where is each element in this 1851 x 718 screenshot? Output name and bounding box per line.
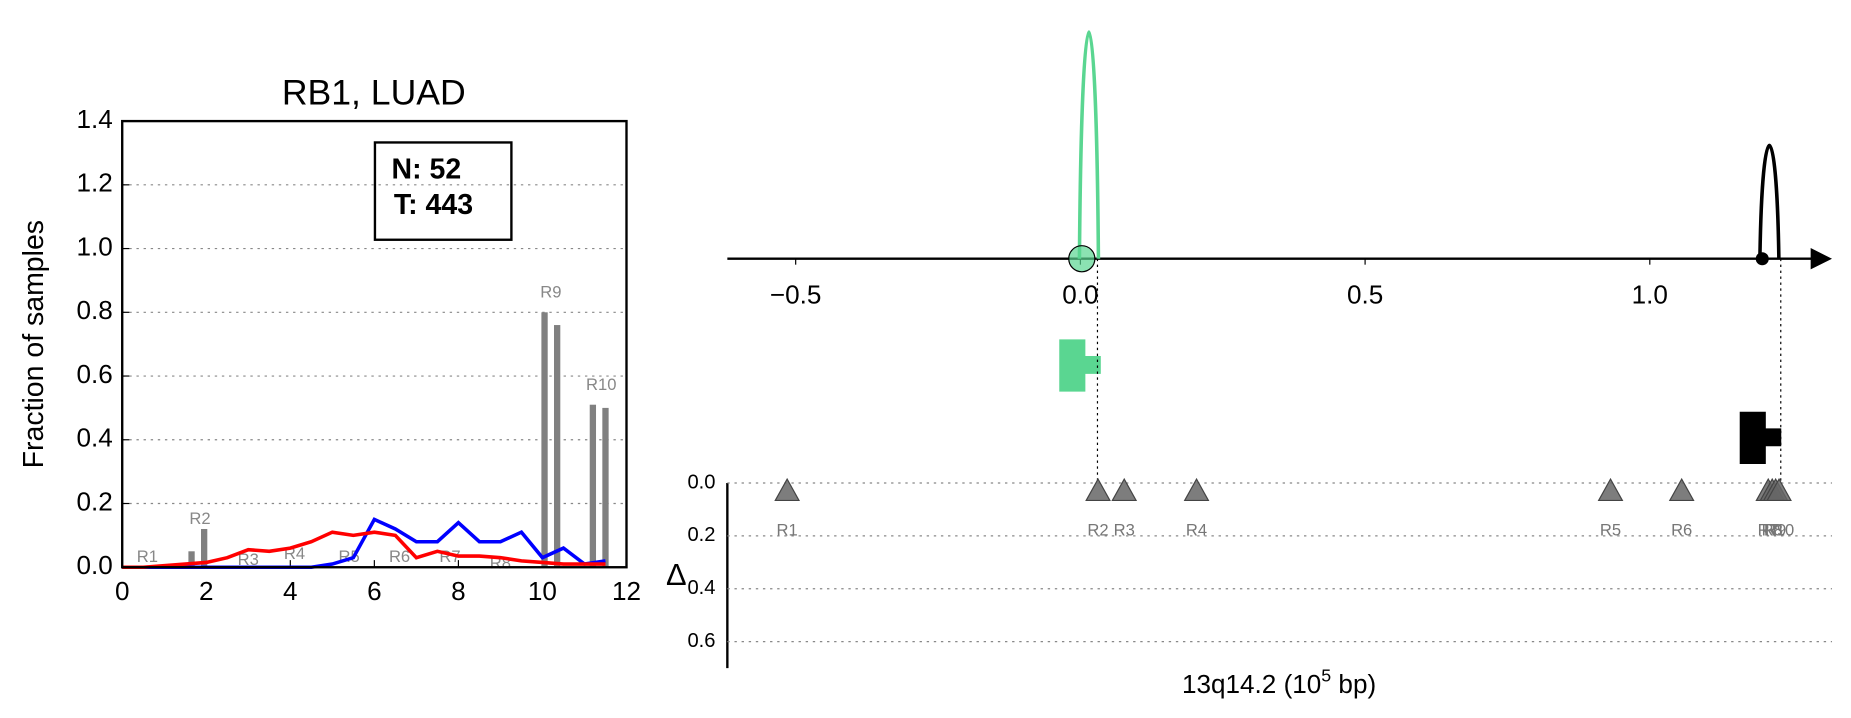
x-axis-label-part: bp) bbox=[1331, 669, 1376, 699]
x-tick-label: 1.0 bbox=[1632, 280, 1668, 310]
x-tick-label: 2 bbox=[199, 576, 214, 606]
point-label: R10 bbox=[1764, 521, 1794, 540]
bar bbox=[554, 325, 561, 568]
peak-marker bbox=[1059, 339, 1101, 392]
x-tick-label: 12 bbox=[612, 576, 641, 606]
bar bbox=[602, 407, 609, 568]
peak bbox=[1077, 30, 1101, 259]
region-label: R9 bbox=[540, 283, 561, 302]
chart-title: RB1, LUAD bbox=[282, 72, 466, 112]
y-tick-label: 0.2 bbox=[687, 524, 715, 546]
point bbox=[1597, 477, 1624, 502]
x-axis-label-part: 13q14.2 (10 bbox=[1182, 669, 1321, 699]
x-tick-label: −0.5 bbox=[770, 280, 822, 310]
plot-frame bbox=[121, 119, 628, 569]
region-label: R1 bbox=[137, 547, 158, 566]
x-axis-label-sup: 5 bbox=[1321, 665, 1331, 685]
point-label: R2 bbox=[1087, 521, 1108, 540]
y-tick-label: 0.0 bbox=[76, 550, 112, 580]
y-tick-label: 1.0 bbox=[76, 231, 112, 261]
x-tick-label: 8 bbox=[451, 576, 466, 606]
bar bbox=[201, 528, 208, 568]
x-tick-label: 10 bbox=[528, 576, 557, 606]
point bbox=[1085, 477, 1111, 502]
point-label: R7 bbox=[1758, 521, 1779, 540]
y-tick-label: 0.2 bbox=[76, 486, 112, 516]
point bbox=[774, 477, 801, 502]
bar bbox=[589, 404, 597, 568]
annotation-box bbox=[373, 141, 513, 241]
point bbox=[1183, 477, 1210, 502]
region-label: R6 bbox=[389, 547, 410, 566]
point-label: R4 bbox=[1186, 521, 1207, 540]
point bbox=[1111, 477, 1138, 502]
point-label: R3 bbox=[1114, 521, 1135, 540]
y-tick-label: 0.4 bbox=[687, 577, 715, 599]
axis-arrow bbox=[1810, 248, 1833, 270]
y-tick-label: 0.4 bbox=[76, 423, 112, 453]
line bbox=[122, 530, 606, 570]
point-label: R8 bbox=[1762, 521, 1783, 540]
x-axis-label: 13q14.2 (105 bp) bbox=[1182, 665, 1376, 699]
region-label: R3 bbox=[238, 550, 259, 569]
x-tick-label: 4 bbox=[283, 576, 298, 606]
x-tick-label: 0 bbox=[115, 576, 130, 606]
y-axis-label: Δ bbox=[666, 557, 687, 592]
region-label: R10 bbox=[586, 375, 616, 394]
peak-marker bbox=[1739, 411, 1782, 465]
y-tick-label: 0.6 bbox=[76, 359, 112, 389]
bar bbox=[188, 551, 195, 568]
region-label: R2 bbox=[189, 509, 210, 528]
y-tick-label: 0.6 bbox=[687, 630, 715, 652]
y-axis-label: Fraction of samples bbox=[18, 220, 50, 468]
point bbox=[1766, 477, 1792, 502]
x-tick-label: 0.0 bbox=[1062, 280, 1098, 310]
y-tick-label: 0.8 bbox=[76, 295, 112, 325]
point-label: R9 bbox=[1765, 521, 1786, 540]
peak-dot bbox=[1068, 245, 1096, 273]
point-label: R1 bbox=[777, 521, 798, 540]
x-tick-label: 0.5 bbox=[1347, 280, 1383, 310]
point-label: R5 bbox=[1600, 521, 1621, 540]
bar bbox=[541, 312, 548, 568]
point-label: R6 bbox=[1671, 521, 1692, 540]
peak bbox=[1758, 143, 1781, 259]
y-tick-label: 0.0 bbox=[687, 471, 715, 493]
peak-dot bbox=[1755, 252, 1769, 266]
annotation: N: 52 bbox=[392, 153, 462, 185]
y-tick-label: 1.4 bbox=[76, 104, 112, 134]
y-tick-label: 1.2 bbox=[76, 168, 112, 198]
x-tick-label: 6 bbox=[367, 576, 382, 606]
point bbox=[1668, 477, 1695, 502]
annotation: T: 443 bbox=[394, 189, 473, 221]
